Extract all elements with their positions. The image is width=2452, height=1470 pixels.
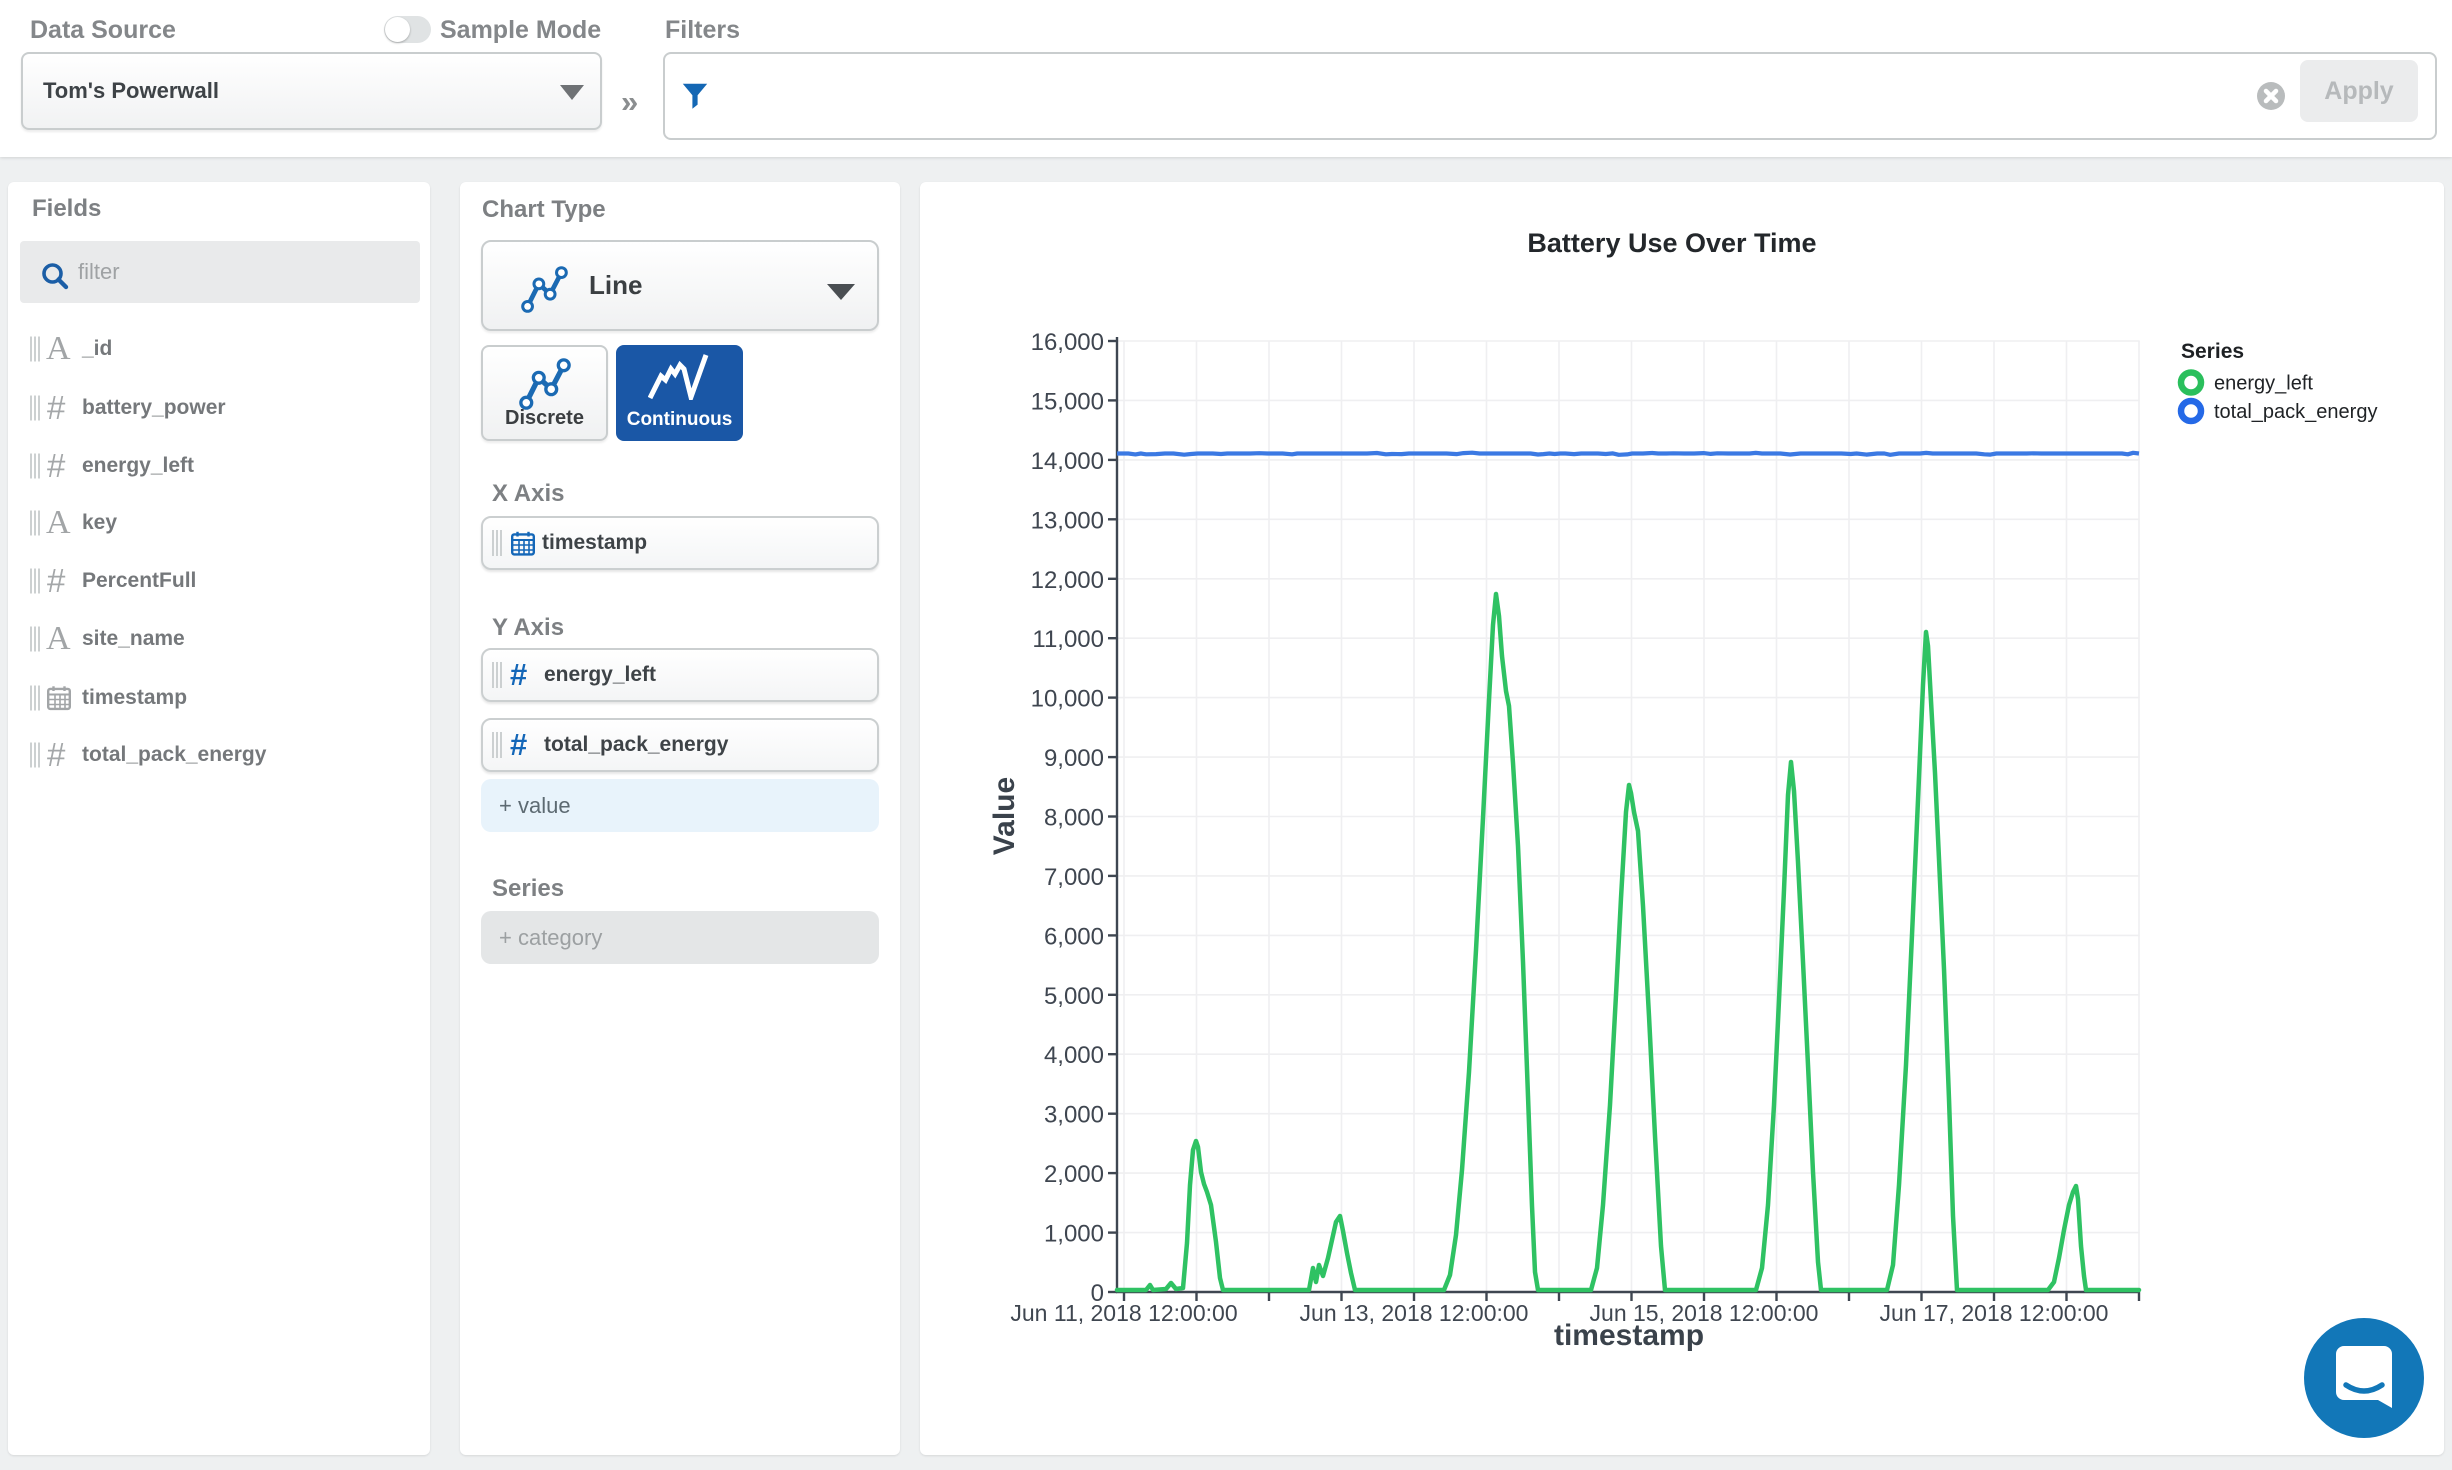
- svg-text:11,000: 11,000: [1032, 626, 1104, 653]
- svg-text:Jun 11, 2018 12:00:00: Jun 11, 2018 12:00:00: [1010, 1300, 1237, 1326]
- svg-text:13,000: 13,000: [1031, 507, 1104, 534]
- svg-text:9,000: 9,000: [1044, 745, 1104, 772]
- svg-text:Series: Series: [2181, 340, 2244, 363]
- svg-text:Jun 13, 2018 12:00:00: Jun 13, 2018 12:00:00: [1300, 1300, 1529, 1326]
- svg-text:Jun 17, 2018 12:00:00: Jun 17, 2018 12:00:00: [1880, 1300, 2109, 1326]
- svg-text:14,000: 14,000: [1031, 448, 1104, 475]
- svg-text:16,000: 16,000: [1031, 329, 1104, 356]
- svg-text:12,000: 12,000: [1031, 567, 1104, 594]
- svg-text:4,000: 4,000: [1044, 1042, 1104, 1069]
- svg-text:Jun 15, 2018 12:00:00: Jun 15, 2018 12:00:00: [1590, 1300, 1819, 1326]
- svg-text:3,000: 3,000: [1044, 1102, 1104, 1129]
- svg-text:5,000: 5,000: [1044, 983, 1104, 1010]
- svg-text:15,000: 15,000: [1031, 388, 1104, 415]
- svg-text:total_pack_energy: total_pack_energy: [2214, 401, 2377, 423]
- svg-text:2,000: 2,000: [1044, 1161, 1104, 1188]
- svg-text:energy_left: energy_left: [2214, 373, 2313, 395]
- svg-text:8,000: 8,000: [1044, 805, 1104, 832]
- svg-text:6,000: 6,000: [1044, 923, 1104, 950]
- svg-text:Value: Value: [988, 777, 1021, 855]
- svg-text:timestamp: timestamp: [1554, 1319, 1704, 1352]
- svg-text:1,000: 1,000: [1044, 1221, 1104, 1248]
- svg-text:7,000: 7,000: [1044, 864, 1104, 891]
- svg-text:Battery Use Over Time: Battery Use Over Time: [1527, 228, 1816, 258]
- svg-text:0: 0: [1091, 1280, 1104, 1307]
- svg-text:10,000: 10,000: [1031, 686, 1104, 713]
